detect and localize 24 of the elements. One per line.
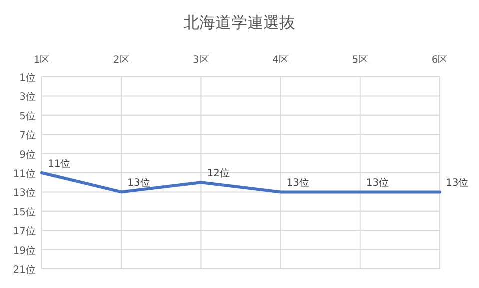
data-label: 11位: [48, 158, 71, 170]
data-label: 13位: [286, 177, 310, 190]
y-tick-label: 15位: [13, 206, 36, 218]
x-tick-label: 6区: [432, 55, 448, 66]
x-tick-label: 1区: [34, 55, 50, 66]
y-tick-label: 19位: [13, 244, 36, 257]
chart-title: 北海道学連選抜: [184, 13, 296, 32]
y-tick-label: 21位: [13, 264, 36, 276]
y-tick-label: 13位: [13, 187, 36, 200]
x-tick-label: 2区: [113, 55, 130, 66]
x-tick-label: 5区: [352, 55, 369, 66]
y-tick-label: 11位: [13, 168, 36, 180]
x-tick-label: 4区: [272, 55, 289, 66]
y-tick-label: 1位: [20, 72, 36, 84]
data-label: 12位: [207, 168, 230, 180]
data-label: 13位: [366, 177, 390, 190]
y-tick-label: 3位: [20, 91, 36, 104]
y-tick-label: 5位: [20, 110, 36, 122]
data-label: 13位: [446, 177, 469, 190]
y-tick-label: 9位: [20, 148, 36, 161]
x-tick-label: 3区: [193, 55, 210, 66]
y-tick-label: 7位: [20, 130, 36, 142]
data-label: 13位: [128, 177, 150, 190]
y-tick-label: 17位: [13, 226, 36, 238]
